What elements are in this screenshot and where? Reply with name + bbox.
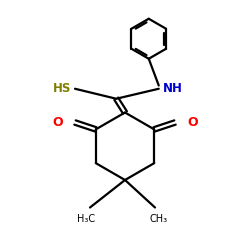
Text: O: O bbox=[187, 116, 198, 128]
Text: O: O bbox=[52, 116, 63, 128]
Text: NH: NH bbox=[162, 82, 182, 94]
Text: CH₃: CH₃ bbox=[150, 214, 168, 224]
Text: H₃C: H₃C bbox=[77, 214, 95, 224]
Text: HS: HS bbox=[53, 82, 71, 94]
